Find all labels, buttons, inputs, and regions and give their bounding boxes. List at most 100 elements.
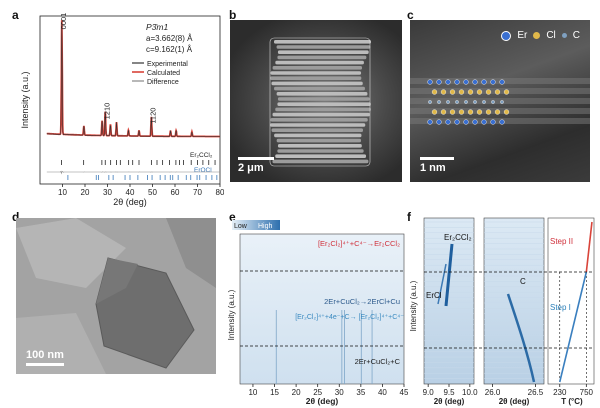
atom [467,109,474,115]
atom [481,79,487,85]
atom [485,109,492,115]
crystal-layer [272,66,362,70]
reaction-top: [Er₂Cl₂]⁴⁺+C⁴⁻→Er₂CCl₂ [318,239,400,248]
atom [427,119,433,125]
crystal-layer [275,60,364,65]
crystal-layer [271,128,363,132]
phase-label-erocl: ErOCl [194,167,212,174]
sem-micrograph: 2 μm [230,20,402,182]
flake-fold [96,258,138,304]
crystal-layer [272,159,369,164]
atom [473,100,477,104]
atom [436,119,442,125]
atom [490,119,496,125]
lattice-row [410,88,590,94]
x-tick-label: 45 [400,388,408,397]
x-tick-label: 15 [270,388,279,397]
er-atom-icon [501,30,512,41]
scale-bar-c: 1 nm [420,157,454,174]
crystal-layer [270,76,362,80]
peak-label: 0001 [59,13,68,30]
crystal-layer [276,92,368,96]
colorbar-low-label: Low [234,223,248,230]
crystal-layer [274,40,371,44]
legend-c: C [572,30,580,41]
colorbar [232,220,280,230]
tem-micrograph: 100 nm [16,218,216,374]
atom [463,119,469,125]
heatmap-area [239,233,405,385]
atom [428,100,432,104]
legend-cl: Cl [546,30,556,41]
x-tick-label: 25 [313,388,322,397]
x-tick-label: 70 [193,188,202,197]
layered-crystal-image [269,37,371,167]
series-calculated [46,20,220,138]
atom [494,89,501,95]
x-axis-label-3: T (°C) [561,397,583,406]
step-ii-label: Step II [550,237,573,246]
atom [476,109,483,115]
legend-difference: Difference [147,79,179,86]
crystal-layer [274,86,365,91]
crystal-layer [276,138,362,143]
panel-label-e: e [229,210,236,224]
series-experimental [46,22,221,137]
atom [427,79,433,85]
atom [485,89,492,95]
scale-bar-line [26,363,64,366]
carbon-peak-trace [506,293,536,383]
x-tick-label: 9.0 [423,388,435,397]
atom [494,109,501,115]
nanosheet-image [16,218,216,374]
y-axis-label: Intensity (a.u.) [228,289,236,340]
reaction-middle-2: [Er₂Cl₂]⁴⁺+4e⁻+C→ [Er₂Cl₂]⁴⁺+C⁴⁻ [295,314,404,321]
annotation-ercl: ErCl [426,291,442,300]
crystal-layer [270,118,368,122]
colorbar-high-label: High [258,223,273,230]
atom [440,109,447,115]
subpanel-1-area [423,217,475,385]
crystal-layer [270,71,362,75]
atom [503,109,510,115]
atom [490,79,496,85]
x-tick-label: 40 [126,188,135,197]
panel-label-f: f [407,210,411,224]
x-tick-label: 230 [553,388,567,397]
x-tick-label: 10 [248,388,257,397]
film-region-lower [16,313,106,374]
atom [455,100,459,104]
x-tick-label: 80 [216,188,224,197]
atom [449,109,456,115]
panel-label-c: c [407,8,414,22]
cl-atom-icon [533,32,541,39]
peak-label: 1120 [148,108,157,124]
subpanel-2-area [483,217,545,385]
ercl-peak-trace [437,263,447,305]
x-tick-label: 35 [356,388,365,397]
series-difference [46,170,220,175]
x-tick-label: 9.5 [443,388,455,397]
x-tick-label: 20 [292,388,301,397]
scale-bar-label: 1 nm [420,162,446,174]
film-region-dark [166,218,216,288]
c-atom-icon [561,33,567,38]
phase-label-er2ccl2: Er₂CCl₂ [190,152,213,159]
y-axis-label: Intensity (a.u.) [409,280,418,331]
peak-label: 1210 [102,103,111,120]
atom [472,119,478,125]
atom [472,79,478,85]
atom [445,119,451,125]
scale-bar-line [238,157,274,160]
atom [463,79,469,85]
atom [458,89,465,95]
panel-label-a: a [12,8,19,22]
crystal-layer [277,149,364,153]
scale-bar-line [420,157,454,160]
x-tick-label: 30 [335,388,344,397]
x-tick-label: 20 [81,188,90,197]
x-tick-label: 50 [148,188,157,197]
atom [446,100,450,104]
space-group: P3̄m1 [146,22,168,32]
annotation-er2ccl2: Er₂CCl₂ [444,233,472,242]
